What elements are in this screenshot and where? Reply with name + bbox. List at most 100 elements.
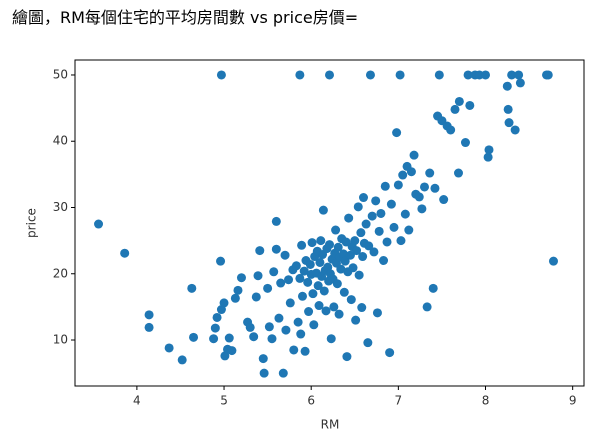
point (364, 241, 374, 251)
point (365, 70, 375, 80)
point (502, 81, 512, 91)
point (344, 213, 354, 223)
x-tick-label: 6 (307, 394, 315, 408)
point (385, 348, 395, 358)
point (245, 322, 255, 332)
y-tick-label: 10 (53, 333, 68, 347)
point (414, 192, 424, 202)
point (285, 298, 295, 308)
x-tick-label: 4 (133, 394, 141, 408)
point (336, 264, 346, 274)
point (326, 334, 336, 344)
point (353, 202, 363, 212)
plot-frame (74, 59, 585, 387)
point (548, 256, 558, 266)
point (325, 240, 334, 250)
point (510, 125, 520, 135)
point (422, 302, 432, 312)
point (212, 312, 222, 322)
point (305, 259, 315, 269)
point (507, 70, 517, 80)
point (361, 219, 371, 229)
point (271, 216, 281, 226)
point (395, 70, 405, 80)
point (315, 257, 325, 267)
point (357, 303, 367, 313)
point (300, 346, 310, 356)
point (230, 293, 240, 303)
y-axis-label: price (25, 208, 39, 238)
point (342, 352, 352, 362)
point (259, 368, 269, 378)
point (430, 183, 440, 193)
point (425, 168, 435, 178)
point (354, 270, 364, 280)
y-tick-label: 20 (53, 266, 68, 280)
point (263, 283, 273, 293)
point (307, 238, 317, 248)
heading: 繪圖，RM每個住宅的平均房間數 vs price房價= (12, 8, 359, 27)
point (417, 204, 427, 214)
point (255, 246, 265, 256)
point (428, 283, 438, 293)
point (341, 237, 351, 247)
y-tick-label: 50 (53, 67, 68, 81)
point (363, 338, 373, 348)
x-axis-label: RM (321, 418, 340, 432)
point (289, 345, 299, 355)
point (303, 277, 313, 287)
point (515, 78, 525, 88)
point (504, 118, 514, 128)
x-tick-label: 9 (569, 394, 577, 408)
y-tick-label: 30 (53, 200, 68, 214)
point (393, 180, 403, 190)
point (481, 70, 491, 80)
point (304, 307, 314, 317)
point (318, 205, 328, 215)
point (340, 256, 350, 266)
point (398, 170, 408, 180)
point (276, 278, 286, 288)
point (316, 236, 326, 246)
point (233, 285, 243, 295)
point (463, 70, 473, 80)
point (120, 248, 130, 258)
point (280, 250, 290, 260)
x-tick-label: 5 (220, 394, 228, 408)
point (216, 70, 226, 80)
point (249, 332, 259, 342)
point (332, 279, 342, 289)
point (297, 240, 307, 250)
point (227, 346, 237, 356)
point (264, 322, 274, 332)
point (514, 70, 524, 80)
point (269, 267, 279, 277)
point (331, 225, 341, 235)
point (187, 283, 197, 293)
point (406, 167, 416, 177)
point (314, 301, 324, 311)
x-tick-label: 8 (482, 394, 490, 408)
point (210, 323, 220, 333)
point (372, 308, 382, 318)
point (94, 219, 104, 229)
point (339, 287, 349, 297)
point (352, 246, 362, 256)
point (374, 226, 384, 236)
point (296, 329, 306, 339)
point (334, 309, 344, 319)
point (409, 150, 419, 160)
point (400, 209, 410, 219)
point (543, 70, 553, 80)
point (379, 256, 389, 266)
point (376, 208, 386, 218)
point (177, 355, 187, 365)
point (350, 236, 360, 246)
point (313, 281, 323, 291)
point (453, 168, 463, 178)
point (319, 286, 329, 296)
point (236, 273, 246, 283)
point (439, 195, 449, 205)
x-tick-label: 7 (395, 394, 403, 408)
